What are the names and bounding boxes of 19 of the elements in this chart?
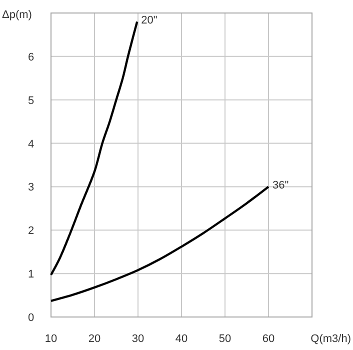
line-series [50,186,270,302]
annotation: 20" [141,14,158,27]
y-tick-label: 2 [28,225,34,238]
y-tick-label: 5 [28,94,34,107]
x-tick-label: 10 [44,333,58,345]
y-tick-label: 1 [28,268,34,281]
y-tick-label: 4 [28,138,34,150]
y-tick-label: 0 [28,312,34,324]
line-series [50,20,138,276]
annotation: 36" [272,180,289,192]
x-tick-label: 40 [175,333,188,345]
x-tick-label: 20 [88,333,101,345]
y-tick-label: 3 [28,182,34,194]
x-tick-label: 30 [132,333,144,345]
x-tick-label: 60 [262,333,275,345]
y-tick-label: 6 [28,51,34,64]
x-tick-label: 50 [218,333,232,345]
x-axis-title: Q(m3/h) [310,333,351,345]
y-axis-title: Δp(m) [2,9,32,21]
